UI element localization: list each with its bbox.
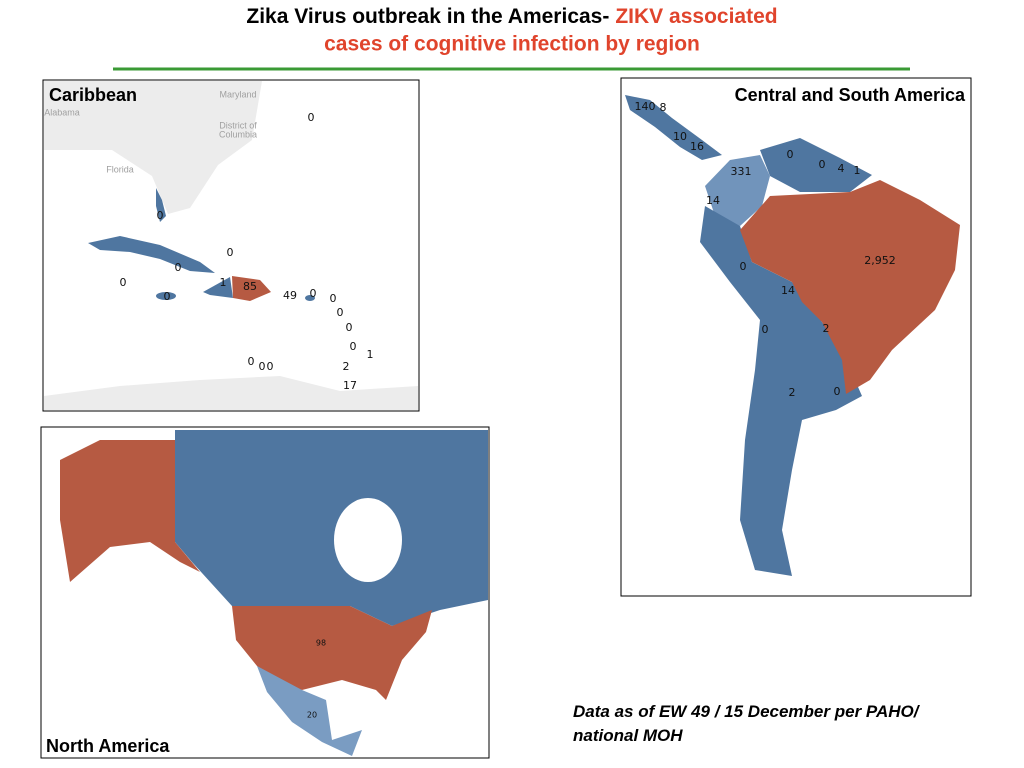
case-count: 0 — [330, 292, 337, 305]
andean-southern-cone — [700, 206, 862, 576]
bahamas — [156, 188, 166, 222]
case-count: 98 — [316, 639, 326, 648]
central-america — [625, 95, 722, 160]
case-count: 20 — [307, 711, 317, 720]
case-count: 0 — [834, 385, 841, 398]
case-count: 2 — [343, 360, 350, 373]
panel-label: Central and South America — [735, 85, 966, 105]
brazil — [740, 180, 960, 394]
case-count: 0 — [310, 287, 317, 300]
case-count: 0 — [337, 306, 344, 319]
case-count: 1 — [854, 164, 861, 177]
title-line-1: Zika Virus outbreak in the Americas- ZIKV… — [246, 5, 777, 28]
place-label: Alabama — [44, 107, 80, 117]
north-america-map: North America — [40, 426, 490, 759]
case-count: 0 — [740, 260, 747, 273]
case-count: 2 — [789, 386, 796, 399]
place-label: District of — [219, 120, 257, 130]
case-count: 0 — [819, 158, 826, 171]
case-count: 17 — [343, 379, 357, 392]
hudson-bay — [334, 498, 402, 582]
place-label: Maryland — [219, 89, 256, 99]
haiti — [203, 277, 233, 298]
case-count: 8 — [660, 101, 667, 114]
case-count: 140 — [635, 100, 656, 113]
case-count: 0 — [157, 209, 164, 222]
case-count: 0 — [267, 360, 274, 373]
venezuela-guianas — [760, 138, 872, 192]
land — [44, 376, 418, 410]
panel-label: North America — [46, 736, 170, 756]
caribbean-map: Maryland Alabama District of Columbia Fl… — [42, 79, 420, 412]
place-label: Florida — [106, 164, 134, 174]
case-count: 10 — [673, 130, 687, 143]
case-count: 85 — [243, 280, 257, 293]
case-count: 0 — [346, 321, 353, 334]
mexico — [257, 666, 362, 756]
title-line-2: cases of cognitive infection by region — [324, 33, 700, 56]
case-count: 14 — [706, 194, 720, 207]
case-count: 49 — [283, 289, 297, 302]
case-count: 16 — [690, 140, 704, 153]
case-count: 2 — [823, 322, 830, 335]
colombia — [705, 155, 770, 226]
case-count: 0 — [164, 290, 171, 303]
case-count: 0 — [762, 323, 769, 336]
case-count: 1 — [220, 276, 227, 289]
case-count: 0 — [120, 276, 127, 289]
title-red: ZIKV associated — [615, 5, 777, 28]
alaska — [60, 440, 200, 582]
case-count: 0 — [308, 111, 315, 124]
puerto-rico — [305, 295, 315, 301]
case-count: 14 — [781, 284, 795, 297]
case-count: 0 — [350, 340, 357, 353]
case-count: 0 — [227, 246, 234, 259]
case-count: 1 — [367, 348, 374, 361]
case-count: 331 — [731, 165, 752, 178]
footnote: Data as of EW 49 / 15 December per PAHO/… — [573, 702, 919, 745]
case-count: 2,952 — [864, 254, 896, 267]
case-count: 0 — [248, 355, 255, 368]
jamaica — [156, 292, 176, 300]
case-count: 0 — [787, 148, 794, 161]
case-count: 0 — [259, 360, 266, 373]
case-count: 4 — [838, 162, 845, 175]
panel-label: Caribbean — [49, 85, 137, 105]
title-black: Zika Virus outbreak in the Americas- — [246, 5, 609, 28]
dominican-republic — [232, 276, 271, 301]
case-count: 0 — [175, 261, 182, 274]
united-states — [232, 606, 432, 700]
land — [44, 81, 262, 214]
cuba — [88, 236, 215, 273]
place-label: Columbia — [219, 129, 257, 139]
south-america-map: Central and South America — [620, 77, 972, 597]
canada — [175, 430, 488, 626]
